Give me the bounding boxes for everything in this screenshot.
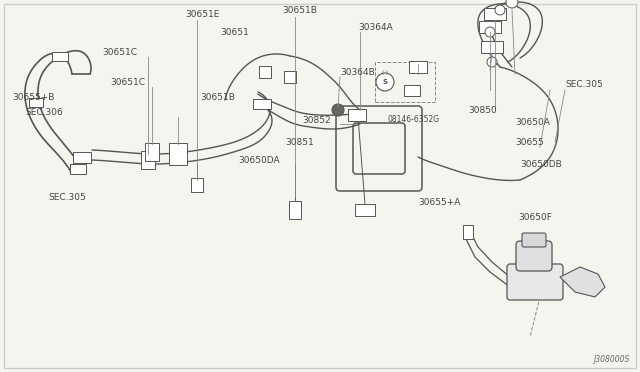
- Bar: [355, 204, 375, 216]
- Text: 30851: 30851: [285, 138, 314, 147]
- Bar: [169, 143, 187, 165]
- FancyBboxPatch shape: [516, 241, 552, 271]
- Text: 30655+A: 30655+A: [418, 198, 460, 206]
- Text: SEC.305: SEC.305: [565, 80, 603, 89]
- Bar: [52, 51, 68, 61]
- Bar: [484, 8, 506, 20]
- Text: 30651C: 30651C: [110, 77, 145, 87]
- Text: 08146-6352G: 08146-6352G: [388, 115, 440, 124]
- Text: 30651B: 30651B: [282, 6, 317, 15]
- Circle shape: [495, 5, 505, 15]
- Text: 30364A: 30364A: [358, 22, 393, 32]
- Bar: [404, 84, 420, 96]
- Bar: [409, 61, 427, 73]
- Bar: [29, 97, 43, 106]
- Bar: [284, 71, 296, 83]
- Text: 30651B: 30651B: [200, 93, 235, 102]
- Circle shape: [332, 104, 344, 116]
- Text: 30651C: 30651C: [102, 48, 137, 57]
- FancyBboxPatch shape: [522, 233, 546, 247]
- Bar: [463, 225, 473, 239]
- Bar: [70, 164, 86, 174]
- Circle shape: [376, 73, 394, 91]
- Circle shape: [487, 57, 497, 67]
- Bar: [145, 143, 159, 161]
- Text: 30650DB: 30650DB: [520, 160, 562, 169]
- Bar: [73, 151, 91, 163]
- Bar: [191, 178, 203, 192]
- Text: 30850: 30850: [468, 106, 497, 115]
- Bar: [253, 99, 271, 109]
- Bar: [481, 41, 503, 53]
- Bar: [375, 62, 435, 102]
- Text: SEC.306: SEC.306: [25, 108, 63, 116]
- Text: S: S: [383, 79, 387, 85]
- Text: 30852: 30852: [302, 115, 331, 125]
- Bar: [479, 21, 501, 33]
- Text: 30655+B: 30655+B: [12, 93, 54, 102]
- Text: 30650A: 30650A: [515, 118, 550, 126]
- Text: 30655: 30655: [515, 138, 544, 147]
- Text: SEC.305: SEC.305: [48, 192, 86, 202]
- Text: 30364B: 30364B: [340, 67, 375, 77]
- Text: J308000S: J308000S: [594, 355, 630, 364]
- Polygon shape: [560, 267, 605, 297]
- Bar: [289, 201, 301, 219]
- Text: 30651: 30651: [220, 28, 249, 36]
- Text: 30650F: 30650F: [518, 212, 552, 221]
- Text: 30650DA: 30650DA: [238, 155, 280, 164]
- Circle shape: [506, 0, 518, 8]
- FancyBboxPatch shape: [507, 264, 563, 300]
- Bar: [348, 109, 366, 121]
- Circle shape: [485, 27, 495, 37]
- Text: ( ): ( ): [382, 70, 388, 74]
- Text: 30651E: 30651E: [185, 10, 220, 19]
- Bar: [259, 66, 271, 78]
- Bar: [141, 151, 155, 169]
